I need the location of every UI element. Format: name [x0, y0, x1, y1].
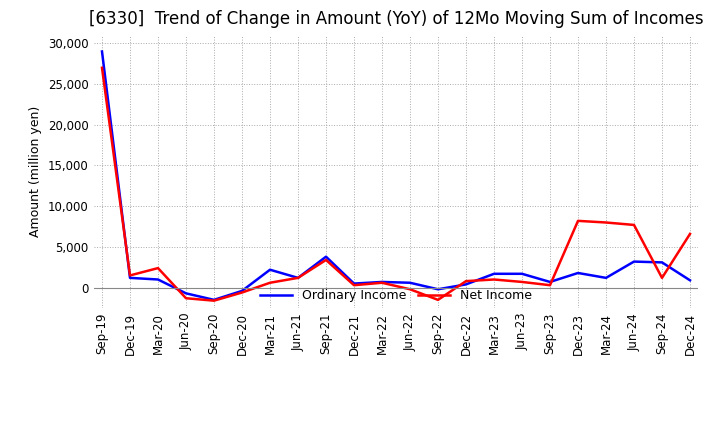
Net Income — [462, 279, 470, 284]
Ordinary Income — [433, 286, 442, 292]
Ordinary Income — [490, 271, 498, 276]
Ordinary Income — [322, 254, 330, 259]
Ordinary Income — [126, 275, 135, 281]
Net Income — [602, 220, 611, 225]
Ordinary Income — [294, 275, 302, 281]
Y-axis label: Amount (million yen): Amount (million yen) — [30, 106, 42, 237]
Net Income — [98, 65, 107, 70]
Ordinary Income — [657, 260, 666, 265]
Ordinary Income — [210, 297, 218, 302]
Net Income — [433, 297, 442, 302]
Net Income — [181, 296, 190, 301]
Net Income — [153, 265, 162, 271]
Ordinary Income — [153, 277, 162, 282]
Ordinary Income — [574, 270, 582, 275]
Net Income — [657, 275, 666, 281]
Legend: Ordinary Income, Net Income: Ordinary Income, Net Income — [256, 284, 536, 307]
Net Income — [685, 231, 694, 237]
Ordinary Income — [98, 49, 107, 54]
Ordinary Income — [518, 271, 526, 276]
Ordinary Income — [238, 288, 246, 293]
Ordinary Income — [181, 291, 190, 296]
Ordinary Income — [630, 259, 639, 264]
Ordinary Income — [546, 279, 554, 285]
Net Income — [238, 290, 246, 295]
Ordinary Income — [462, 282, 470, 287]
Net Income — [294, 275, 302, 281]
Net Income — [546, 282, 554, 288]
Line: Ordinary Income: Ordinary Income — [102, 51, 690, 300]
Ordinary Income — [266, 267, 274, 272]
Line: Net Income: Net Income — [102, 68, 690, 301]
Net Income — [350, 282, 359, 288]
Net Income — [630, 222, 639, 227]
Net Income — [322, 257, 330, 263]
Net Income — [126, 273, 135, 278]
Ordinary Income — [405, 280, 414, 286]
Net Income — [210, 298, 218, 303]
Net Income — [518, 279, 526, 285]
Net Income — [490, 277, 498, 282]
Net Income — [574, 218, 582, 224]
Ordinary Income — [602, 275, 611, 281]
Net Income — [266, 280, 274, 286]
Ordinary Income — [378, 279, 387, 285]
Net Income — [378, 280, 387, 286]
Ordinary Income — [350, 281, 359, 286]
Ordinary Income — [685, 278, 694, 283]
Title: [6330]  Trend of Change in Amount (YoY) of 12Mo Moving Sum of Incomes: [6330] Trend of Change in Amount (YoY) o… — [89, 10, 703, 28]
Net Income — [405, 286, 414, 292]
